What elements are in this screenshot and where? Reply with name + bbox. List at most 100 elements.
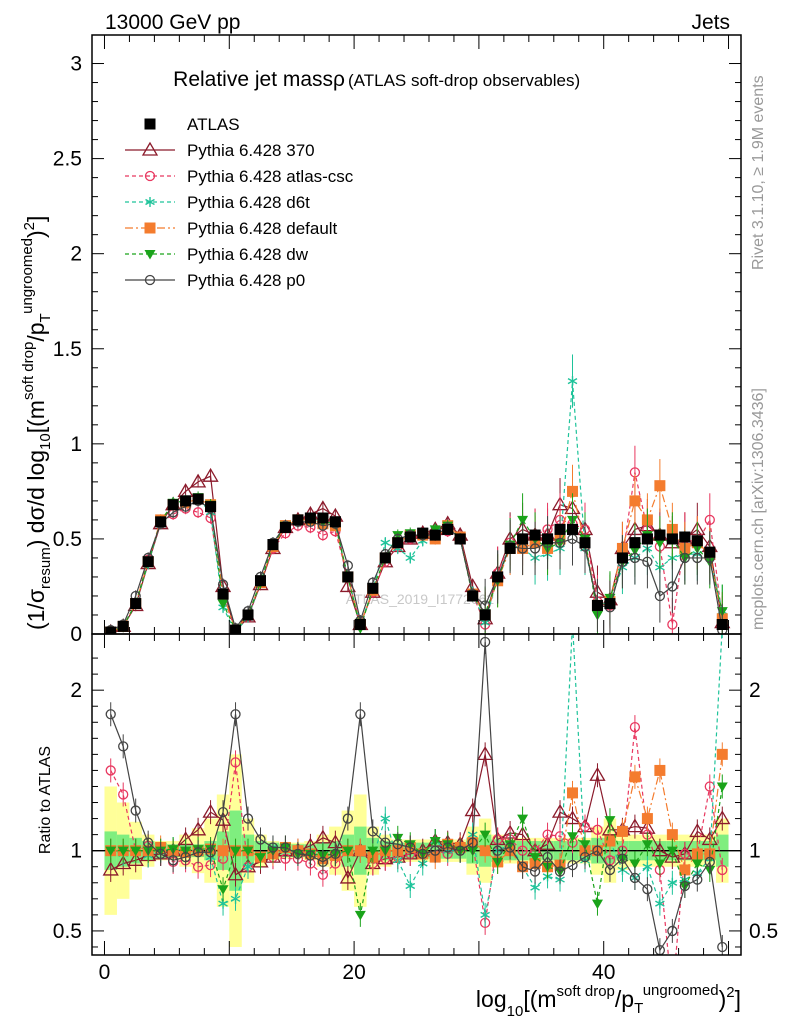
ratio-point bbox=[666, 846, 678, 857]
legend-label: Pythia 6.428 default bbox=[187, 219, 338, 238]
ratio-point bbox=[654, 859, 666, 870]
ratio-point bbox=[704, 856, 715, 868]
atlas-point bbox=[267, 539, 279, 551]
atlas-point bbox=[167, 499, 179, 511]
data-point bbox=[654, 480, 666, 492]
ratio-point bbox=[504, 842, 516, 853]
ratio-point bbox=[117, 846, 129, 857]
atlas-point bbox=[429, 529, 441, 541]
atlas-point bbox=[442, 523, 454, 535]
ratio-point bbox=[205, 847, 216, 858]
legend-label: Pythia 6.428 atlas-csc bbox=[187, 167, 354, 186]
ratio-point bbox=[354, 845, 366, 857]
x-tick-label: 20 bbox=[342, 961, 365, 984]
ratio-point bbox=[679, 864, 691, 876]
ratio-point bbox=[442, 842, 453, 853]
data-point bbox=[667, 581, 678, 592]
ratio-point bbox=[554, 866, 566, 877]
asterisk-stroke bbox=[568, 620, 577, 625]
x-axis-label: log10[(msoft drop/pTungroomed)2] bbox=[476, 982, 741, 1020]
ratio-point bbox=[617, 853, 628, 864]
ratio-point bbox=[305, 850, 316, 861]
ratio-point bbox=[367, 826, 378, 837]
ratio-point bbox=[355, 709, 366, 720]
atlas-point bbox=[567, 523, 579, 535]
atlas-point bbox=[230, 624, 242, 634]
y-tick-label: 2 bbox=[70, 243, 82, 266]
ratio-point bbox=[143, 837, 154, 848]
ratio-frame bbox=[91, 633, 742, 956]
atlas-point bbox=[629, 537, 641, 549]
ratio-point bbox=[714, 810, 731, 825]
ratio-point bbox=[189, 821, 207, 836]
atlas-point bbox=[554, 523, 566, 535]
data-point bbox=[567, 376, 578, 387]
header-right: Jets bbox=[691, 11, 730, 34]
atlas-point bbox=[604, 598, 616, 610]
ratio-series-layer bbox=[102, 618, 731, 955]
legend-marker bbox=[144, 222, 156, 234]
ratio-point bbox=[255, 834, 266, 845]
ratio-point bbox=[127, 852, 144, 866]
ratio-point bbox=[616, 825, 628, 837]
atlas-point bbox=[254, 575, 266, 587]
atlas-point bbox=[379, 552, 391, 564]
atlas-point bbox=[654, 529, 666, 541]
atlas-point bbox=[105, 626, 117, 634]
ratio-y-tick-label-right: 0.5 bbox=[749, 920, 778, 943]
ratio-point bbox=[130, 805, 141, 816]
atlas-point bbox=[367, 582, 379, 594]
legend-marker bbox=[141, 141, 159, 156]
ratio-point bbox=[667, 877, 678, 888]
atlas-point bbox=[155, 516, 167, 528]
ratio-point bbox=[604, 864, 616, 876]
ratio-point bbox=[217, 885, 229, 895]
legend-marker bbox=[145, 197, 155, 207]
ratio-point bbox=[267, 842, 279, 853]
y-tick-label: 0.5 bbox=[53, 528, 82, 551]
ratio-point bbox=[118, 789, 129, 800]
ratio-point bbox=[629, 721, 641, 733]
watermark: ATLAS_2019_I1772062 bbox=[346, 591, 495, 607]
ratio-series-line bbox=[110, 634, 723, 915]
atlas-point bbox=[666, 533, 678, 545]
asterisk-stroke bbox=[405, 554, 416, 562]
y-tick-label: 1.5 bbox=[53, 338, 82, 361]
x-tick-label: 0 bbox=[99, 961, 111, 984]
ratio-point bbox=[568, 618, 577, 628]
asterisk-stroke bbox=[480, 911, 490, 918]
data-point bbox=[529, 543, 541, 554]
atlas-point bbox=[579, 537, 591, 549]
asterisk-stroke bbox=[530, 884, 540, 891]
main-series-layer bbox=[104, 354, 731, 634]
ratio-point bbox=[654, 764, 666, 776]
legend-label: Pythia 6.428 p0 bbox=[187, 271, 305, 290]
ratio-point bbox=[243, 861, 253, 872]
data-point bbox=[517, 515, 529, 526]
ratio-point bbox=[339, 869, 356, 884]
ratio-point bbox=[392, 839, 403, 850]
atlas-point bbox=[117, 620, 129, 632]
y-tick-label: 0 bbox=[70, 623, 82, 646]
ratio-point bbox=[155, 848, 166, 860]
atlas-point bbox=[467, 590, 479, 602]
legend-label: ATLAS bbox=[187, 115, 240, 134]
ratio-point bbox=[567, 859, 578, 871]
ratio-point bbox=[579, 840, 591, 850]
y-tick-label: 3 bbox=[70, 53, 82, 76]
ratio-point bbox=[130, 846, 142, 857]
ratio-point bbox=[629, 771, 641, 783]
ratio-point bbox=[666, 829, 678, 841]
atlas-point bbox=[704, 546, 716, 558]
data-point bbox=[667, 619, 678, 630]
ratio-point bbox=[716, 748, 728, 760]
ratio-point bbox=[464, 802, 481, 817]
ratio-point bbox=[567, 832, 579, 842]
asterisk-stroke bbox=[642, 863, 653, 870]
atlas-point bbox=[529, 529, 541, 541]
ratio-point bbox=[564, 810, 581, 825]
ratio-point bbox=[517, 861, 528, 872]
atlas-point bbox=[591, 599, 603, 611]
ratio-point bbox=[202, 803, 219, 818]
atlas-point bbox=[180, 495, 192, 507]
